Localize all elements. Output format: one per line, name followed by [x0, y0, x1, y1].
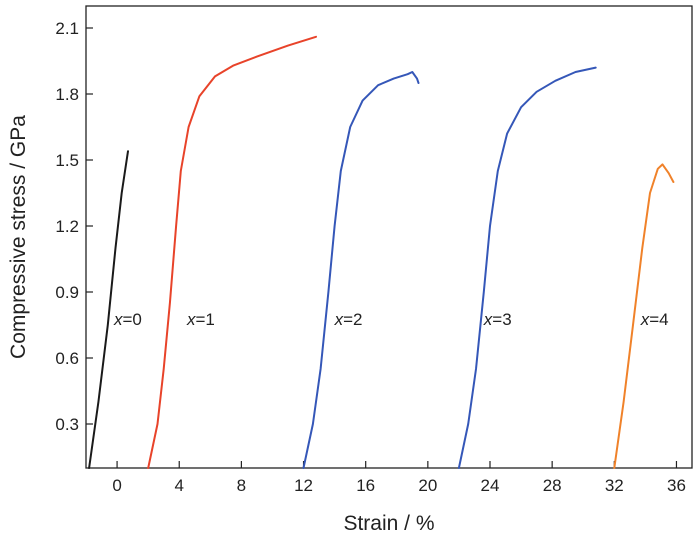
y-tick-label: 1.8: [55, 85, 79, 104]
y-tick-label: 0.6: [55, 349, 79, 368]
x-tick-label: 0: [112, 476, 121, 495]
x-tick-label: 20: [418, 476, 437, 495]
y-tick-label: 1.5: [55, 151, 79, 170]
series-line-0: [88, 150, 129, 469]
series-label-3: x=3: [483, 310, 512, 329]
series-label-1: x=1: [186, 310, 215, 329]
series-line-1: [147, 35, 317, 469]
x-tick-label: 4: [174, 476, 183, 495]
plot-frame: [85, 5, 693, 469]
x-axis-title: Strain / %: [343, 512, 434, 535]
y-tick-label: 0.9: [55, 283, 79, 302]
x-tick-label: 36: [667, 476, 686, 495]
ticks: 0 4 8 12 16 20 24 28 32 36 0.3 0.6 0.9 1.2 1.5 1.8 2.1: [55, 19, 686, 495]
y-tick-label: 1.2: [55, 217, 79, 236]
y-tick-label: 2.1: [55, 19, 79, 38]
series-label-2: x=2: [334, 310, 363, 329]
series-line-3: [457, 66, 597, 469]
y-axis-title: Compressive stress / GPa: [7, 115, 30, 359]
series-line-4: [613, 163, 675, 469]
series-label-4: x=4: [640, 310, 669, 329]
series-label-var: x: [483, 310, 493, 329]
series-layer: [88, 35, 675, 469]
series-label-var: x: [334, 310, 344, 329]
x-tick-label: 8: [237, 476, 246, 495]
series-label-value: =2: [343, 310, 362, 329]
x-tick-label: 32: [605, 476, 624, 495]
series-label-0: x=0: [113, 310, 142, 329]
series-label-value: =4: [649, 310, 668, 329]
series-labels: x=0 x=1 x=2 x=3 x=4: [113, 310, 669, 329]
series-label-value: =3: [492, 310, 511, 329]
series-label-value: =1: [196, 310, 215, 329]
x-tick-label: 28: [543, 476, 562, 495]
series-label-var: x: [640, 310, 650, 329]
series-label-var: x: [113, 310, 123, 329]
series-line-2: [302, 71, 420, 469]
x-tick-label: 16: [356, 476, 375, 495]
series-label-var: x: [186, 310, 196, 329]
x-tick-label: 24: [481, 476, 500, 495]
x-tick-label: 12: [294, 476, 313, 495]
y-tick-label: 0.3: [55, 415, 79, 434]
series-label-value: =0: [122, 310, 141, 329]
